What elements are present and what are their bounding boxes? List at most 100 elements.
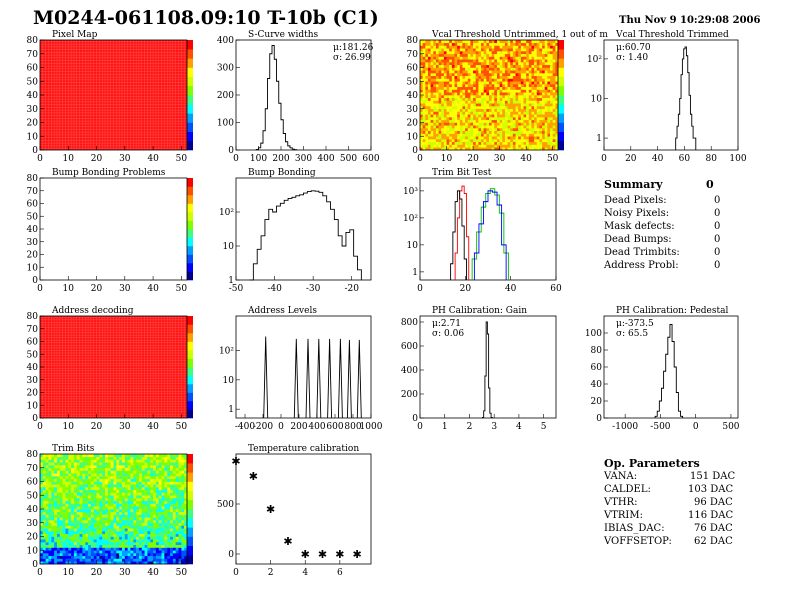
heatmap-cell [73, 462, 78, 466]
heatmap-cell [147, 525, 151, 529]
heatmap-cell [510, 100, 514, 104]
heatmap-cell [119, 476, 123, 480]
heatmap-cell [105, 542, 109, 546]
heatmap-cell [110, 550, 114, 554]
heatmap-cell [518, 78, 522, 82]
heatmap-cell [42, 544, 46, 548]
heatmap-cell [45, 489, 49, 493]
heatmap-cell [504, 51, 508, 55]
heatmap-cell [82, 536, 86, 540]
heatmap-cell [499, 130, 503, 134]
heatmap-cell [534, 42, 538, 46]
heatmap-cell [76, 528, 80, 532]
heatmap-cell [512, 103, 516, 107]
heatmap-cell [420, 75, 423, 79]
heatmap-cell [82, 454, 86, 458]
heatmap-cell [102, 478, 106, 482]
heatmap-cell [76, 550, 80, 554]
heatmap-cell [441, 62, 445, 66]
heatmap-cell [88, 533, 92, 537]
heatmap-cell [502, 48, 506, 52]
heatmap-cell [116, 547, 120, 551]
heatmap-cell [539, 48, 543, 52]
heatmap-cell [478, 95, 482, 99]
heatmap-cell [184, 558, 188, 562]
heatmap-cell [93, 558, 97, 562]
heatmap-cell [178, 462, 182, 466]
summary-value: 0 [714, 247, 721, 258]
heatmap-cell [473, 106, 477, 110]
heatmap-cell [40, 509, 44, 513]
heatmap-cell [96, 555, 100, 559]
heatmap-cell [430, 67, 434, 71]
heatmap-cell [481, 144, 484, 148]
heatmap-cell [454, 40, 458, 44]
heatmap-cell [141, 495, 145, 499]
heatmap-cell [85, 561, 89, 565]
heatmap-cell [99, 533, 103, 537]
heatmap-cell [56, 542, 61, 546]
heatmap-cell [51, 558, 55, 562]
heatmap-cell [113, 476, 117, 480]
heatmap-cell [470, 144, 474, 148]
heatmap-cell [127, 511, 131, 515]
heatmap-cell [422, 45, 426, 49]
heatmap-cell [127, 487, 131, 491]
heatmap-cell [48, 492, 52, 496]
heatmap-cell [470, 53, 474, 57]
heatmap-cell [526, 95, 530, 99]
heatmap-cell [42, 558, 46, 562]
heatmap-cell [76, 509, 80, 513]
y-tick-label: 50 [407, 77, 419, 87]
heatmap-cell [161, 542, 165, 546]
heatmap-cell [531, 86, 535, 90]
heatmap-cell [536, 108, 540, 112]
heatmap-cell [71, 476, 75, 480]
heatmap-cell [435, 103, 439, 107]
heatmap-cell [141, 481, 145, 485]
colorbar-segment [187, 85, 193, 96]
heatmap-cell [102, 553, 106, 557]
heatmap-cell [153, 478, 157, 482]
heatmap-cell [130, 489, 134, 493]
stat-label: μ:181.26 [333, 43, 374, 53]
heatmap-cell [93, 525, 97, 529]
heatmap-cell [462, 51, 466, 55]
heatmap-cell [79, 514, 83, 518]
heatmap-cell [552, 62, 556, 66]
heatmap-cell [425, 122, 429, 126]
heatmap-cell [542, 84, 546, 88]
heatmap-cell [172, 536, 176, 540]
heatmap-cell [457, 117, 461, 121]
heatmap-cell [443, 147, 447, 151]
heatmap-cell [150, 514, 154, 518]
heatmap-cell [147, 547, 151, 551]
heatmap-cell [99, 544, 103, 548]
colorbar-segment [187, 104, 193, 114]
heatmap-cell [51, 476, 55, 480]
heatmap-cell [491, 89, 495, 93]
heatmap-cell [107, 489, 111, 493]
heatmap-cell [486, 117, 490, 121]
heatmap-cell [504, 59, 508, 63]
heatmap-cell [430, 114, 434, 118]
heatmap-cell [56, 454, 61, 458]
heatmap-cell [520, 108, 524, 112]
heatmap-cell [119, 539, 123, 543]
heatmap-cell [181, 531, 185, 535]
heatmap-cell [136, 467, 140, 471]
heatmap-cell [110, 555, 114, 559]
heatmap-cell [48, 533, 52, 537]
heatmap-cell [164, 544, 168, 548]
heatmap-cell [153, 522, 157, 526]
heatmap-cell [531, 84, 535, 88]
heatmap-cell [153, 500, 157, 504]
heatmap-cell [150, 561, 154, 565]
heatmap-cell [138, 547, 143, 551]
heatmap-cell [475, 56, 479, 60]
heatmap-cell [181, 489, 185, 493]
heatmap-cell [124, 542, 128, 546]
heatmap-cell [178, 558, 182, 562]
heatmap-cell [515, 130, 519, 134]
heatmap-cell [73, 509, 78, 513]
